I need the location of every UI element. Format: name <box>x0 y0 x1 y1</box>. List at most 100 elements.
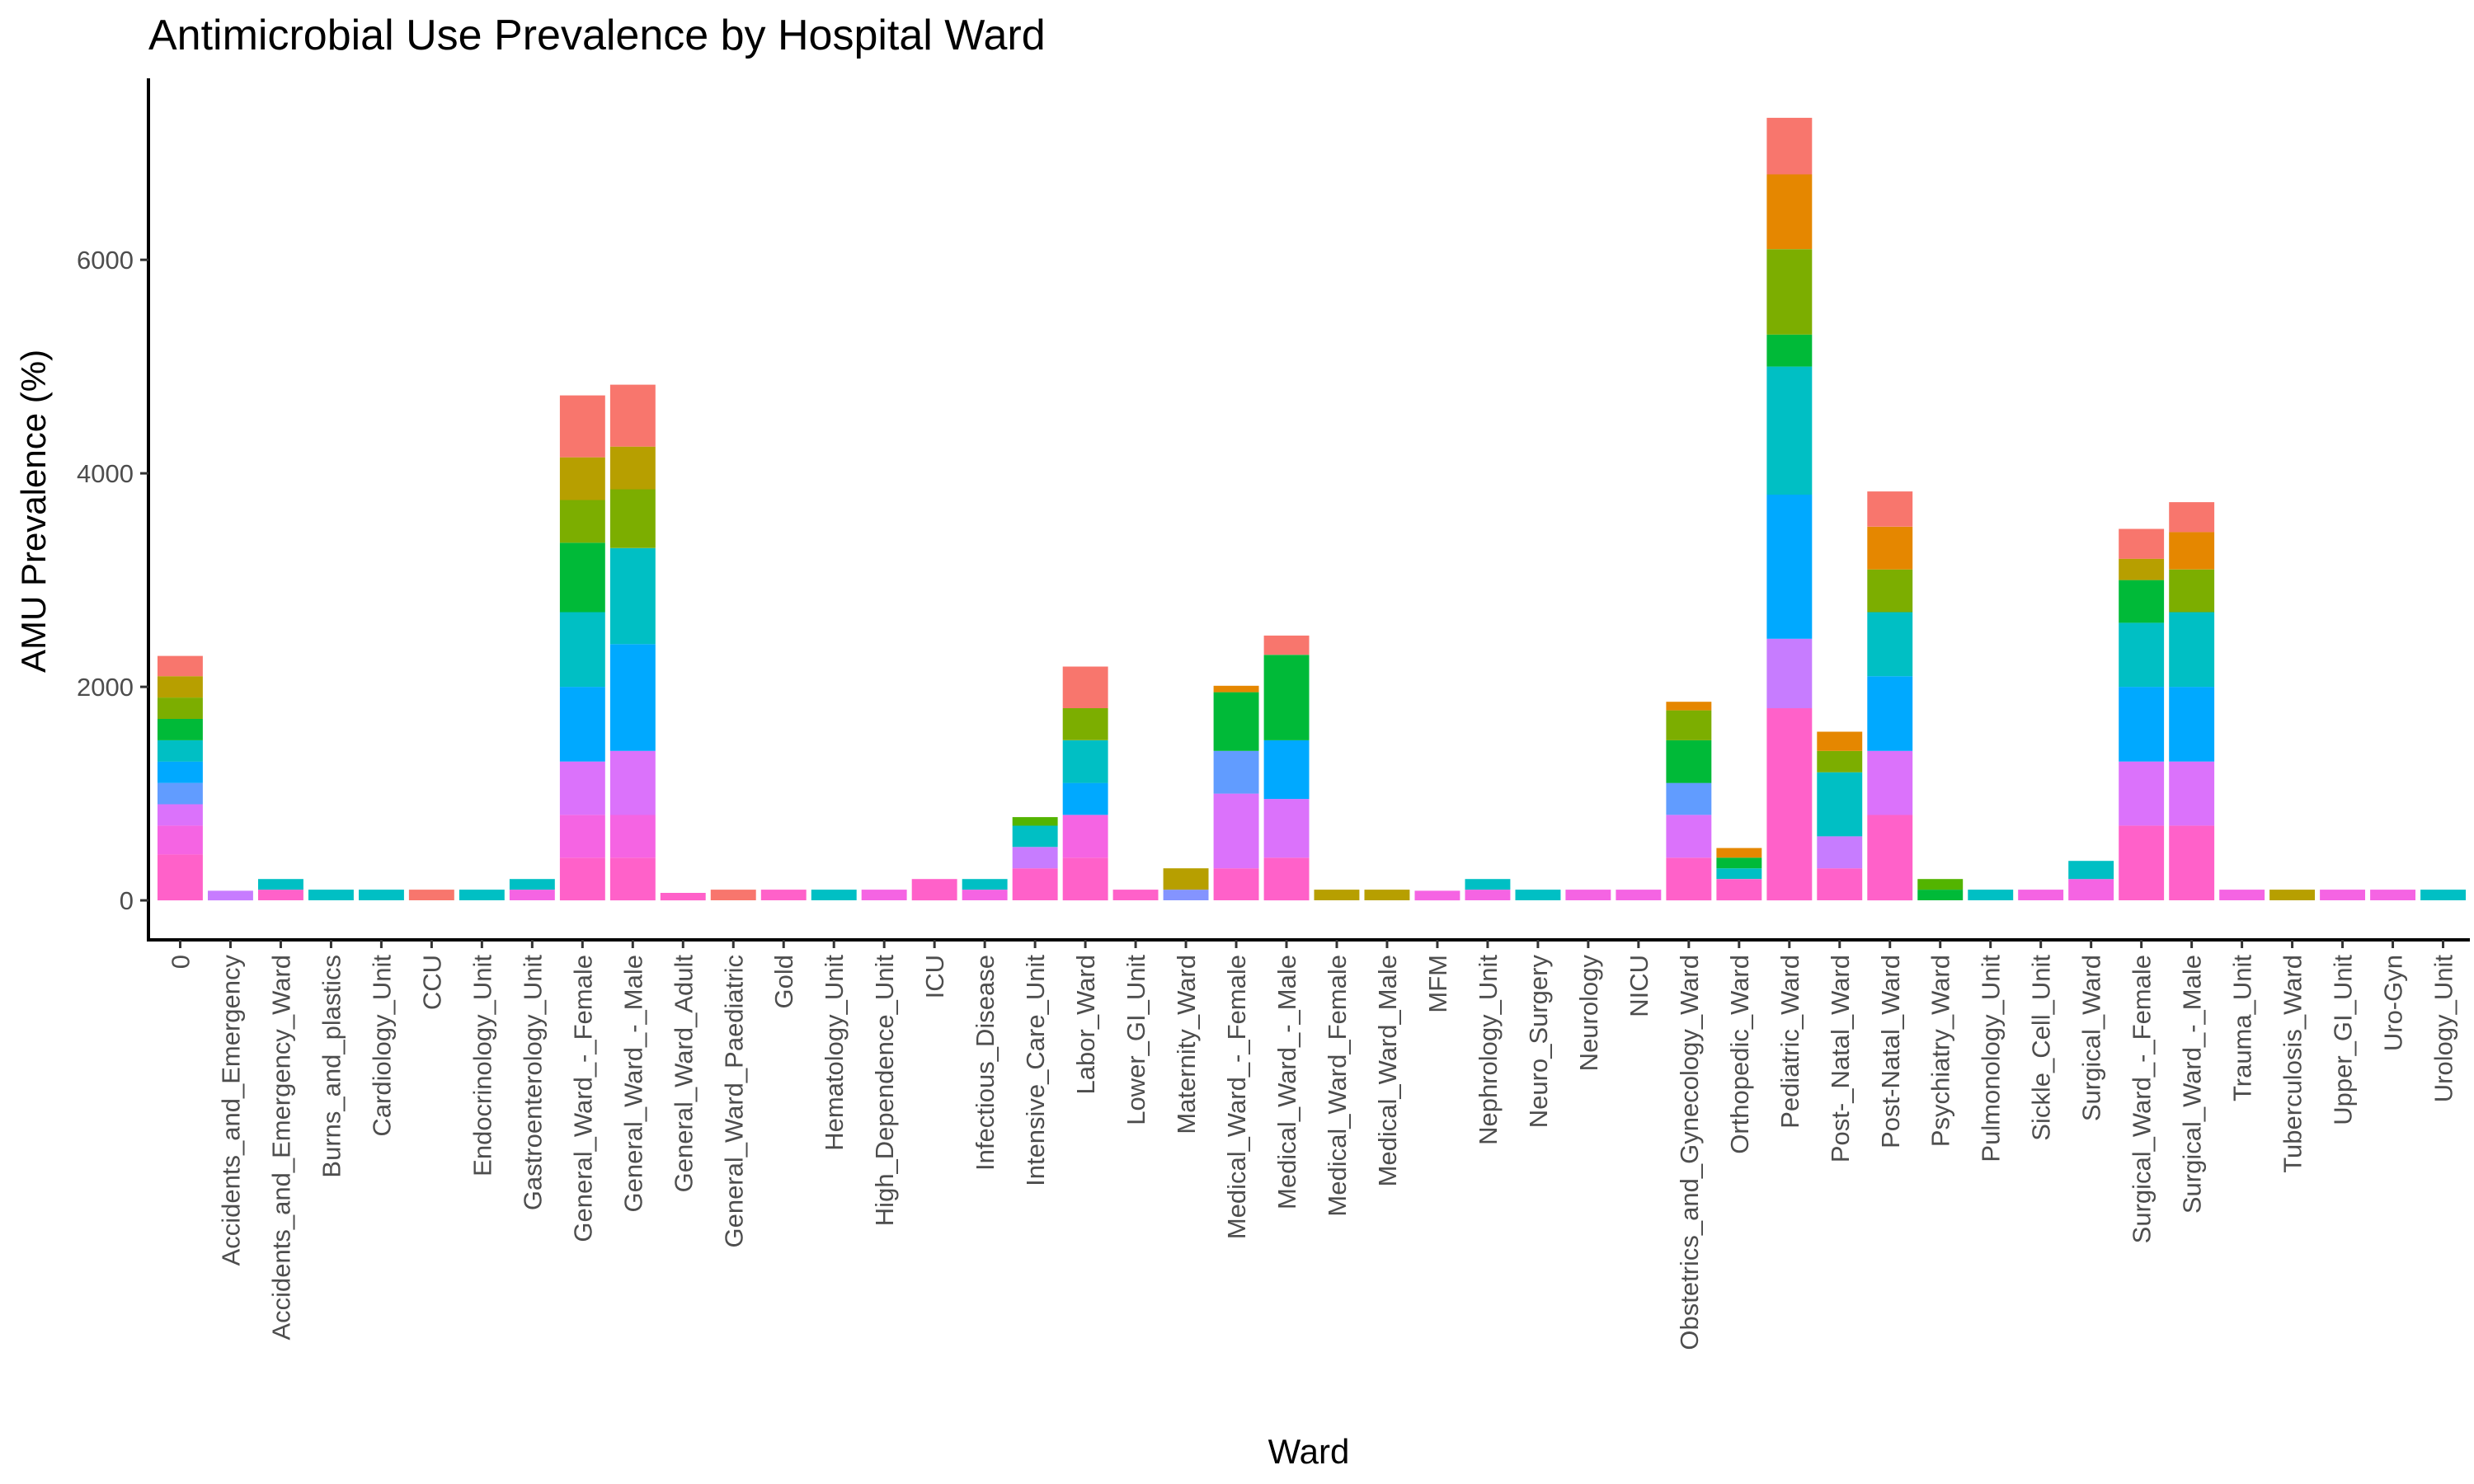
bar-stack <box>2018 890 2064 900</box>
bar-segment <box>2169 761 2215 826</box>
bar-segment <box>158 655 203 677</box>
bar-stack <box>459 890 505 900</box>
x-tick-label: Neurology <box>1574 955 1603 1072</box>
bar-segment <box>1817 731 1863 751</box>
bar-segment <box>1968 890 2014 900</box>
bar-segment <box>1012 825 1058 848</box>
bar-segment <box>1766 334 1813 367</box>
bar-segment <box>1666 857 1712 901</box>
bar-segment <box>308 890 354 900</box>
bar-segment <box>2018 890 2064 900</box>
bar-segment <box>609 644 656 751</box>
bar-stack <box>1666 702 1712 901</box>
bar-segment <box>2119 528 2165 559</box>
bar-segment <box>1012 847 1058 869</box>
x-tick-label: Endocrinology_Unit <box>468 955 496 1176</box>
bar-segment <box>962 890 1008 900</box>
bar-segment <box>559 761 605 815</box>
bar-segment <box>1213 750 1259 794</box>
x-tick-label: Medical_Ward_Female <box>1323 955 1352 1217</box>
x-tick-label: Surgical_Ward_-_Female <box>2128 955 2157 1243</box>
bar-segment <box>158 676 203 698</box>
bar-segment <box>1917 879 1964 890</box>
bar-segment <box>1213 685 1259 693</box>
bar-segment <box>1766 249 1813 335</box>
bar-segment <box>2169 825 2215 900</box>
x-tick-label: NICU <box>1625 955 1653 1017</box>
bar-stack <box>2320 890 2365 900</box>
bar-segment <box>660 893 706 901</box>
bar-segment <box>1867 491 1913 527</box>
bar-segment <box>1062 815 1108 858</box>
bar-segment <box>1263 655 1310 740</box>
bar-segment <box>1263 857 1310 901</box>
bar-segment <box>1263 740 1310 800</box>
bar-segment <box>1666 815 1712 858</box>
bar-stack <box>1364 890 1410 900</box>
bar-segment <box>2169 687 2215 762</box>
x-tick-label: MFM <box>1423 955 1452 1013</box>
bar-segment <box>509 890 555 900</box>
bar-stack <box>1515 890 1561 900</box>
bar-segment <box>962 879 1008 890</box>
bar-stack <box>408 890 454 900</box>
bar-segment <box>559 395 605 458</box>
bar-segment <box>559 457 605 500</box>
bar-stack <box>660 893 706 901</box>
x-tick-label: CCU <box>417 955 446 1010</box>
bar-segment <box>811 890 857 900</box>
x-tick-label: Maternity_Ward <box>1172 955 1201 1134</box>
x-tick-label: Burns_and_plastics <box>317 955 346 1178</box>
x-tick-label: Lower_GI_Unit <box>1122 955 1150 1125</box>
bar-stack <box>1263 635 1310 901</box>
bar-segment <box>1766 495 1813 639</box>
bar-segment <box>1766 174 1813 250</box>
x-tick-label: General_Ward_Adult <box>669 955 698 1193</box>
bar-stack <box>1213 685 1259 900</box>
bar-segment <box>1062 740 1108 783</box>
x-axis-label: Ward <box>1268 1432 1350 1471</box>
bar-segment <box>1666 740 1712 783</box>
bar-stack <box>1163 868 1209 900</box>
bar-segment <box>2119 558 2165 580</box>
bar-segment <box>1716 857 1762 869</box>
bar-segment <box>158 782 203 805</box>
bar-segment <box>208 890 253 901</box>
chart-title: Antimicrobial Use Prevalence by Hospital… <box>148 12 1046 59</box>
bar-segment <box>609 750 656 815</box>
bar-segment <box>609 547 656 645</box>
bar-stack <box>911 879 957 901</box>
bar-segment <box>559 500 605 543</box>
bar-segment <box>158 825 203 855</box>
bar-stack <box>208 890 253 901</box>
bar-segment <box>559 542 605 613</box>
bar-segment <box>1565 890 1611 900</box>
x-tick-label: General_Ward_Paediatric <box>719 955 748 1248</box>
bar-stack <box>2370 890 2415 900</box>
x-tick-label: Orthopedic_Ward <box>1725 955 1754 1154</box>
bar-segment <box>710 890 756 900</box>
bar-segment <box>1716 868 1762 880</box>
bar-segment <box>609 489 656 548</box>
bar-segment <box>1867 815 1913 901</box>
bar-stack <box>308 890 354 900</box>
bar-segment <box>1062 666 1108 708</box>
bar-segment <box>1062 708 1108 740</box>
bar-stack <box>1616 890 1662 900</box>
bar-segment <box>1716 879 1762 901</box>
bar-segment <box>1867 569 1913 613</box>
bar-stack <box>2119 528 2165 900</box>
bar-stack <box>359 890 404 900</box>
bar-stack <box>1012 817 1058 900</box>
x-tick-label: Psychiatry_Ward <box>1926 955 1955 1147</box>
bar-segment <box>1112 890 1159 900</box>
bar-stack <box>609 384 656 901</box>
x-tick-label: Medical_Ward_-_Female <box>1222 955 1251 1239</box>
bar-segment <box>1163 868 1209 890</box>
x-tick-label: Post-Natal_Ward <box>1876 955 1905 1148</box>
x-tick-label: ICU <box>920 955 949 998</box>
bar-segment <box>1616 890 1662 900</box>
x-tick-label: Accidents_and_Emergency <box>216 955 245 1266</box>
